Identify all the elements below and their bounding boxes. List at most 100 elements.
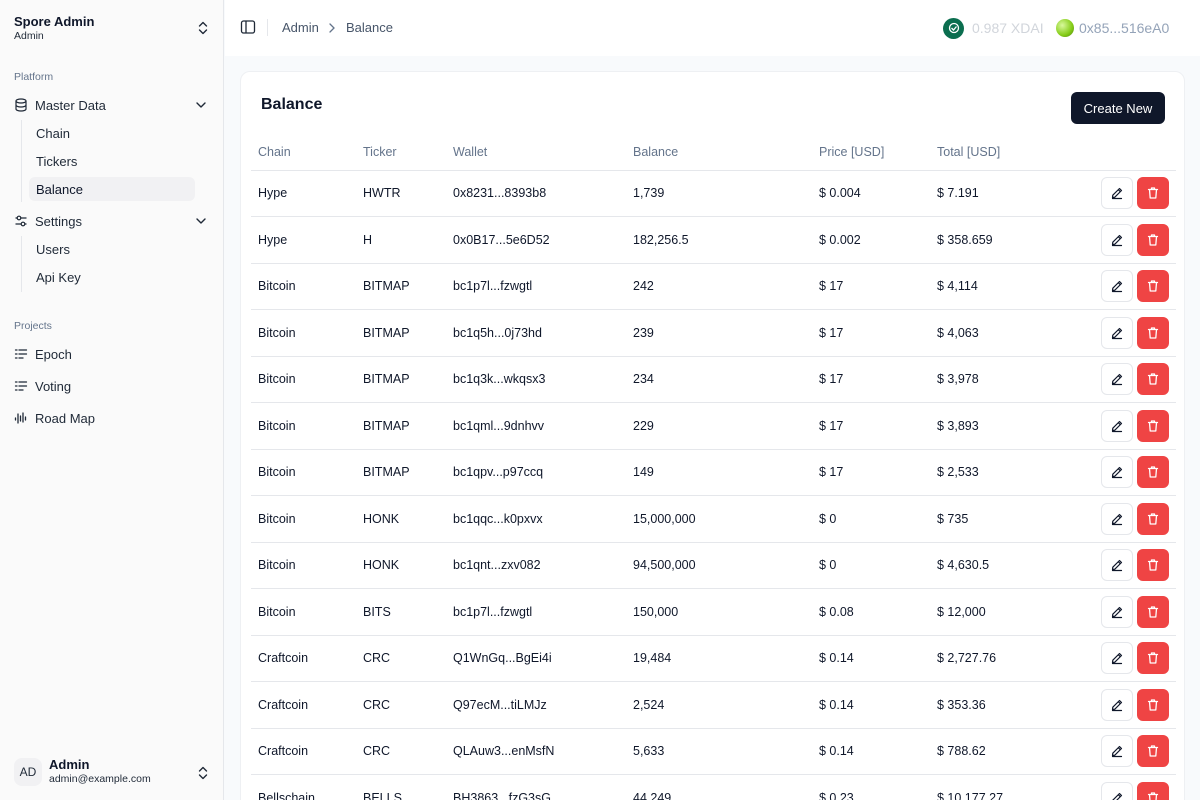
edit-button[interactable] [1101,595,1133,628]
breadcrumb-admin[interactable]: Admin [282,20,319,35]
cell-wallet: bc1qpv...p97ccq [446,449,626,496]
nav-voting[interactable]: Voting [8,373,216,399]
trash-icon [1146,233,1160,247]
nav-settings-label: Settings [35,213,82,229]
edit-button[interactable] [1101,502,1133,535]
cell-chain: Hype [251,216,356,264]
trash-icon [1146,651,1160,665]
edit-button[interactable] [1101,642,1133,675]
cell-balance: 182,256.5 [626,216,812,264]
delete-button[interactable] [1137,549,1169,582]
delete-button[interactable] [1137,363,1169,396]
sidebar-toggle-icon[interactable] [240,19,256,35]
create-new-button[interactable]: Create New [1071,92,1165,124]
nav-users[interactable]: Users [36,241,70,257]
cell-balance: 5,633 [626,728,812,775]
cell-ticker: HONK [356,542,446,589]
edit-button[interactable] [1101,316,1133,349]
wallet-address[interactable]: 0x85...516eA0 [1056,17,1169,39]
cell-price: $ 0.23 [812,774,930,800]
delete-button[interactable] [1137,781,1169,800]
column-header-ticker: Ticker [356,134,446,171]
cell-wallet: BH3863...fzG3sG [446,774,626,800]
edit-button[interactable] [1101,781,1133,800]
cell-price: $ 17 [812,402,930,450]
edit-button[interactable] [1101,456,1133,489]
cell-wallet: bc1q5h...0j73hd [446,309,626,357]
cell-price: $ 0.002 [812,216,930,264]
cell-total: $ 4,630.5 [930,542,1080,589]
cell-total: $ 4,114 [930,263,1080,310]
nav-settings[interactable]: Settings [8,208,216,234]
table-row: Bitcoin HONK bc1qnt...zxv082 94,500,000 $ 0 $… [251,542,1176,589]
list-icon [14,347,28,361]
cell-ticker: BITMAP [356,356,446,403]
submenu-rail [21,236,22,292]
delete-button[interactable] [1137,735,1169,768]
edit-button[interactable] [1101,270,1133,303]
nav-balance[interactable]: Balance [29,177,195,201]
cell-ticker: CRC [356,681,446,729]
cell-ticker: HONK [356,495,446,543]
cell-chain: Bitcoin [251,309,356,357]
nav-api-key[interactable]: Api Key [36,269,81,285]
edit-button[interactable] [1101,735,1133,768]
cell-chain: Bitcoin [251,542,356,589]
column-header-total: Total [USD] [930,134,1080,171]
trash-icon [1146,186,1160,200]
cell-wallet: bc1qml...9dnhvv [446,402,626,450]
cell-wallet: Q97ecM...tiLMJz [446,681,626,729]
cell-balance: 229 [626,402,812,450]
column-header-balance: Balance [626,134,812,171]
row-actions [1080,402,1176,450]
table-row: Craftcoin CRC Q97ecM...tiLMJz 2,524 $ 0.14 $ … [251,681,1176,729]
cell-wallet: bc1qnt...zxv082 [446,542,626,589]
cell-wallet: QLAuw3...enMsfN [446,728,626,775]
nav-tickers[interactable]: Tickers [36,153,78,169]
pencil-icon [1110,558,1124,572]
delete-button[interactable] [1137,177,1169,210]
delete-button[interactable] [1137,409,1169,442]
delete-button[interactable] [1137,595,1169,628]
cell-ticker: BITMAP [356,309,446,357]
cell-wallet: 0x8231...8393b8 [446,170,626,217]
cell-chain: Craftcoin [251,728,356,775]
trash-icon [1146,512,1160,526]
nav-road-map[interactable]: Road Map [8,405,216,431]
edit-button[interactable] [1101,688,1133,721]
cell-chain: Bitcoin [251,263,356,310]
cell-total: $ 353.36 [930,681,1080,729]
team-switcher[interactable]: Spore Admin Admin [14,13,214,45]
edit-button[interactable] [1101,409,1133,442]
wallet-balance: 0.987 XDAI [943,17,1044,39]
cell-price: $ 0 [812,542,930,589]
cell-total: $ 3,978 [930,356,1080,403]
user-menu[interactable]: AD Admin admin@example.com [14,754,214,790]
nav-epoch[interactable]: Epoch [8,341,216,367]
delete-button[interactable] [1137,456,1169,489]
delete-button[interactable] [1137,502,1169,535]
delete-button[interactable] [1137,223,1169,256]
nav-master-data[interactable]: Master Data [8,92,216,118]
cell-price: $ 0.14 [812,728,930,775]
trash-icon [1146,465,1160,479]
cell-wallet: Q1WnGq...BgEi4i [446,635,626,682]
cell-balance: 44,249 [626,774,812,800]
edit-button[interactable] [1101,549,1133,582]
delete-button[interactable] [1137,270,1169,303]
nav-voting-label: Voting [35,378,72,394]
row-actions [1080,449,1176,496]
edit-button[interactable] [1101,363,1133,396]
cell-ticker: BITMAP [356,402,446,450]
edit-button[interactable] [1101,223,1133,256]
row-actions [1080,495,1176,543]
table-row: Bitcoin BITS bc1p7l...fzwgtl 150,000 $ 0.08 $… [251,588,1176,636]
cell-total: $ 3,893 [930,402,1080,450]
edit-button[interactable] [1101,177,1133,210]
delete-button[interactable] [1137,688,1169,721]
delete-button[interactable] [1137,316,1169,349]
nav-chain[interactable]: Chain [36,125,70,141]
cell-total: $ 12,000 [930,588,1080,636]
delete-button[interactable] [1137,642,1169,675]
cell-price: $ 17 [812,449,930,496]
